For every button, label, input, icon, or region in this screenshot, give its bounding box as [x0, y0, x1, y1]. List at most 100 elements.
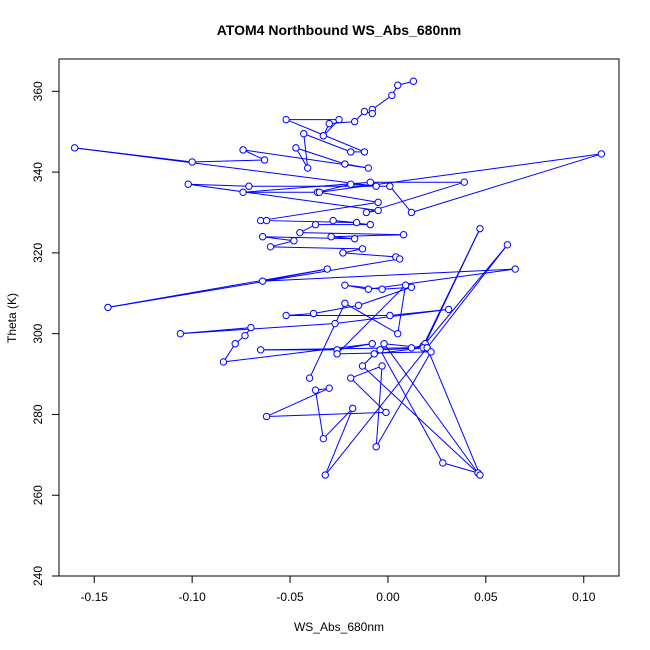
data-point	[386, 311, 394, 320]
data-point	[305, 374, 314, 382]
series-segment	[319, 153, 602, 193]
series-segment	[74, 147, 377, 187]
data-point	[366, 178, 375, 186]
series-segment	[411, 153, 602, 213]
series-segment	[242, 149, 265, 161]
series-segment	[262, 236, 355, 240]
y-axis: 240 260 280 300 320 340 360	[31, 81, 60, 586]
data-point	[407, 344, 416, 352]
data-point	[382, 408, 390, 417]
data-point	[260, 156, 269, 164]
series-segment	[180, 327, 251, 335]
data-point	[339, 249, 347, 257]
series-segment	[313, 304, 359, 314]
series-segment	[260, 201, 379, 222]
data-point	[378, 285, 386, 293]
data-point	[366, 220, 375, 229]
data-point	[347, 148, 355, 156]
data-point	[511, 265, 519, 273]
plot-frame	[58, 58, 620, 577]
data-point	[292, 144, 300, 152]
series-segment	[333, 220, 371, 226]
series-segment	[266, 411, 387, 417]
y-tick-label: 260	[31, 485, 45, 505]
y-tick-label: 280	[31, 404, 45, 424]
series-segment	[192, 159, 265, 163]
data-point	[300, 130, 308, 138]
series-segment	[299, 232, 404, 236]
data-point	[319, 132, 328, 140]
x-tick-label: 0.05	[474, 590, 498, 604]
x-tick-label: -0.05	[276, 590, 304, 604]
series-segment	[342, 252, 396, 258]
series-segment	[270, 240, 295, 248]
y-tick-label: 360	[31, 81, 45, 101]
data-point	[319, 434, 328, 443]
series-segment	[266, 387, 330, 417]
series-segment	[295, 147, 346, 165]
series-points	[70, 77, 606, 479]
data-point	[104, 303, 112, 312]
series-segment	[262, 268, 328, 282]
data-point	[184, 180, 192, 188]
data-point	[394, 81, 402, 89]
data-point	[262, 412, 271, 421]
data-point	[239, 188, 247, 196]
data-point	[439, 459, 447, 467]
data-point	[376, 346, 384, 354]
data-point	[231, 340, 239, 348]
data-point	[325, 119, 333, 128]
data-point	[350, 235, 359, 243]
x-tick-label: 0.00	[376, 590, 400, 604]
data-point	[350, 117, 359, 126]
data-point	[380, 340, 388, 348]
x-axis-label: WS_Abs_680nm	[294, 620, 384, 634]
data-point	[256, 346, 265, 354]
data-point	[245, 182, 253, 190]
series-segment	[329, 121, 355, 125]
data-point	[597, 150, 606, 158]
data-point	[386, 182, 394, 190]
data-point	[247, 323, 255, 332]
data-point	[444, 305, 453, 314]
series-segment	[366, 181, 465, 213]
data-point	[70, 144, 79, 152]
series-segment	[344, 284, 383, 290]
data-point	[241, 331, 249, 340]
series-segment	[368, 268, 516, 290]
series-segment	[337, 351, 432, 355]
data-point	[476, 224, 484, 233]
series-segment	[383, 343, 479, 474]
data-point	[327, 233, 335, 241]
series-segment	[397, 285, 407, 334]
data-point	[325, 384, 333, 392]
data-point	[374, 206, 382, 215]
data-point	[370, 350, 378, 358]
series-segment	[317, 183, 351, 193]
data-point	[188, 158, 196, 166]
y-tick-label: 300	[31, 323, 45, 343]
series-segment	[188, 183, 379, 211]
data-point	[323, 265, 331, 273]
chart-title: ATOM4 Northbound WS_Abs_680nm	[217, 22, 462, 38]
x-tick-label: -0.10	[178, 590, 206, 604]
data-point	[341, 160, 349, 168]
series-segment	[426, 244, 508, 349]
data-point	[311, 220, 320, 229]
data-point	[364, 164, 373, 172]
data-point	[333, 350, 341, 358]
series-segment	[344, 302, 398, 335]
data-point	[374, 198, 382, 207]
data-point	[407, 208, 416, 217]
data-point	[364, 285, 373, 293]
series-segment	[379, 349, 444, 464]
data-point	[331, 319, 339, 328]
series-segment	[188, 183, 249, 187]
data-point	[219, 358, 228, 366]
data-point	[282, 115, 290, 124]
data-point	[176, 329, 185, 338]
data-point	[368, 340, 376, 348]
data-point	[358, 362, 367, 370]
data-point	[329, 216, 337, 225]
